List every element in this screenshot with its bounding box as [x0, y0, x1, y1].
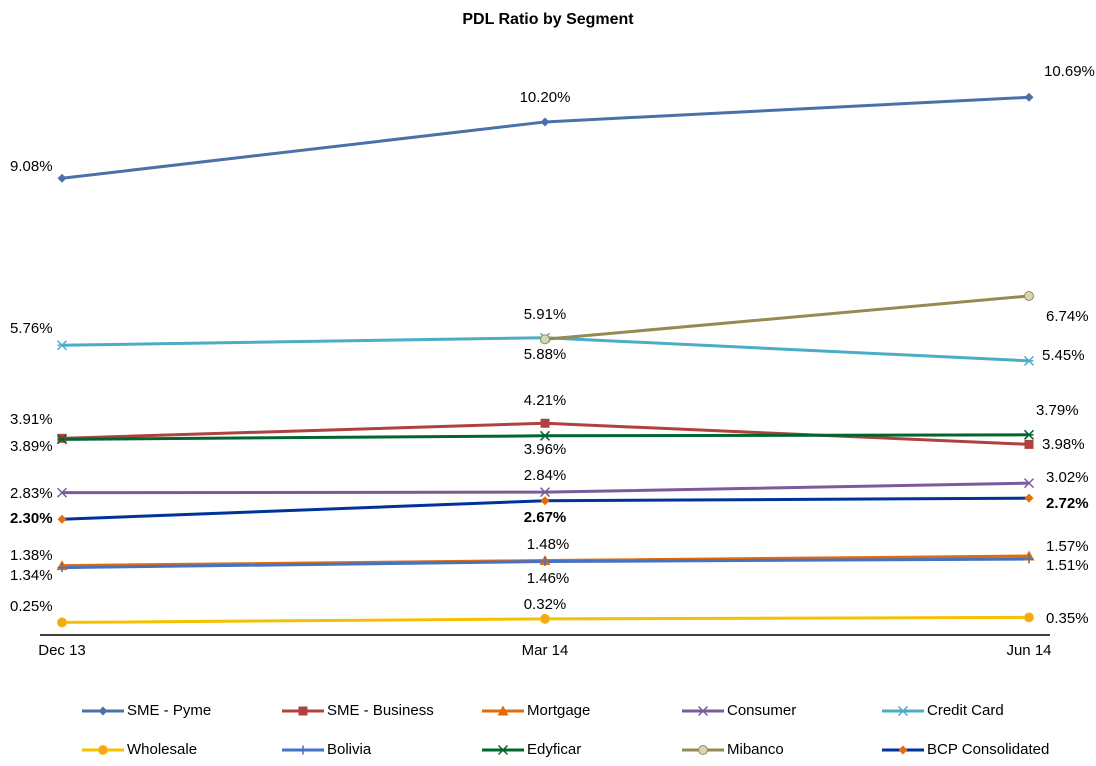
marker — [57, 617, 67, 628]
data-label: 0.35% — [1046, 610, 1089, 627]
legend-item: Credit Card — [882, 702, 1004, 719]
data-label: 5.88% — [524, 346, 567, 363]
marker — [1023, 478, 1035, 489]
marker — [1024, 554, 1034, 564]
marker — [539, 487, 551, 498]
legend-item: Mibanco — [682, 741, 784, 758]
data-label: 9.08% — [10, 158, 53, 175]
marker — [298, 745, 308, 755]
data-label: 5.91% — [524, 306, 567, 323]
data-label: 2.84% — [524, 467, 567, 484]
data-label: 2.67% — [524, 509, 567, 526]
legend-item: Consumer — [682, 702, 796, 719]
legend-item: Wholesale — [82, 741, 197, 758]
legend-item: SME - Pyme — [82, 702, 211, 719]
series-line — [61, 95, 1030, 180]
marker — [697, 705, 709, 717]
marker — [540, 613, 550, 624]
marker — [1023, 355, 1035, 366]
data-label: 1.51% — [1046, 557, 1089, 574]
data-label: 3.98% — [1042, 436, 1085, 453]
marker — [56, 340, 68, 351]
marker — [1024, 439, 1034, 449]
data-label: 0.32% — [524, 596, 567, 613]
marker — [898, 745, 908, 755]
legend-label: BCP Consolidated — [927, 741, 1049, 758]
marker — [57, 514, 67, 524]
data-label: 1.46% — [527, 570, 570, 587]
legend-label: Consumer — [727, 702, 796, 719]
marker — [56, 487, 68, 498]
data-label: 10.69% — [1044, 63, 1095, 80]
marker — [1024, 290, 1034, 301]
legend-label: Credit Card — [927, 702, 1004, 719]
marker — [540, 418, 550, 428]
marker — [540, 334, 550, 345]
legend-label: Mortgage — [527, 702, 590, 719]
data-label: 3.91% — [10, 411, 53, 428]
legend-item: BCP Consolidated — [882, 741, 1049, 758]
marker — [540, 496, 550, 506]
data-label: 3.96% — [524, 441, 567, 458]
legend-item: SME - Business — [282, 702, 434, 719]
legend-label: Mibanco — [727, 741, 784, 758]
data-label: 3.79% — [1036, 402, 1079, 419]
marker — [1024, 493, 1034, 503]
marker — [540, 557, 550, 567]
marker — [57, 173, 67, 183]
marker — [497, 705, 509, 716]
legend-label: SME - Pyme — [127, 702, 211, 719]
marker — [1024, 92, 1034, 102]
data-label: 6.74% — [1046, 308, 1089, 325]
data-label: 2.30% — [10, 510, 53, 527]
data-label: 1.34% — [10, 567, 53, 584]
marker — [56, 434, 68, 445]
legend-label: Bolivia — [327, 741, 372, 758]
marker — [298, 706, 308, 716]
legend-item: Mortgage — [482, 702, 590, 719]
marker — [497, 744, 509, 756]
data-label: 5.76% — [10, 320, 53, 337]
marker — [1023, 429, 1035, 440]
marker — [698, 745, 708, 755]
marker — [57, 563, 67, 573]
legend-item: Edyficar — [482, 741, 581, 758]
data-label: 2.72% — [1046, 495, 1089, 512]
legend-label: SME - Business — [327, 702, 434, 719]
data-label: 4.21% — [524, 392, 567, 409]
marker — [98, 706, 108, 716]
data-label: 1.57% — [1046, 538, 1089, 555]
data-label: 2.83% — [10, 485, 53, 502]
chart-title: PDL Ratio by Segment — [462, 11, 634, 28]
data-label: 5.45% — [1042, 347, 1085, 364]
legend-label: Wholesale — [127, 741, 197, 758]
x-tick-label: Mar 14 — [522, 642, 569, 659]
data-label: 10.20% — [520, 89, 571, 106]
legend-label: Edyficar — [527, 741, 581, 758]
data-label: 0.25% — [10, 598, 53, 615]
marker — [539, 430, 551, 441]
marker — [98, 745, 108, 755]
series-line — [544, 294, 1030, 341]
data-label: 1.38% — [10, 547, 53, 564]
x-tick-label: Jun 14 — [1006, 642, 1051, 659]
data-label: 3.89% — [10, 438, 53, 455]
legend-item: Bolivia — [282, 741, 372, 758]
marker — [1024, 612, 1034, 623]
marker — [540, 117, 550, 127]
data-label: 1.48% — [527, 536, 570, 553]
data-label: 3.02% — [1046, 469, 1089, 486]
marker — [897, 705, 909, 717]
x-tick-label: Dec 13 — [38, 642, 86, 659]
